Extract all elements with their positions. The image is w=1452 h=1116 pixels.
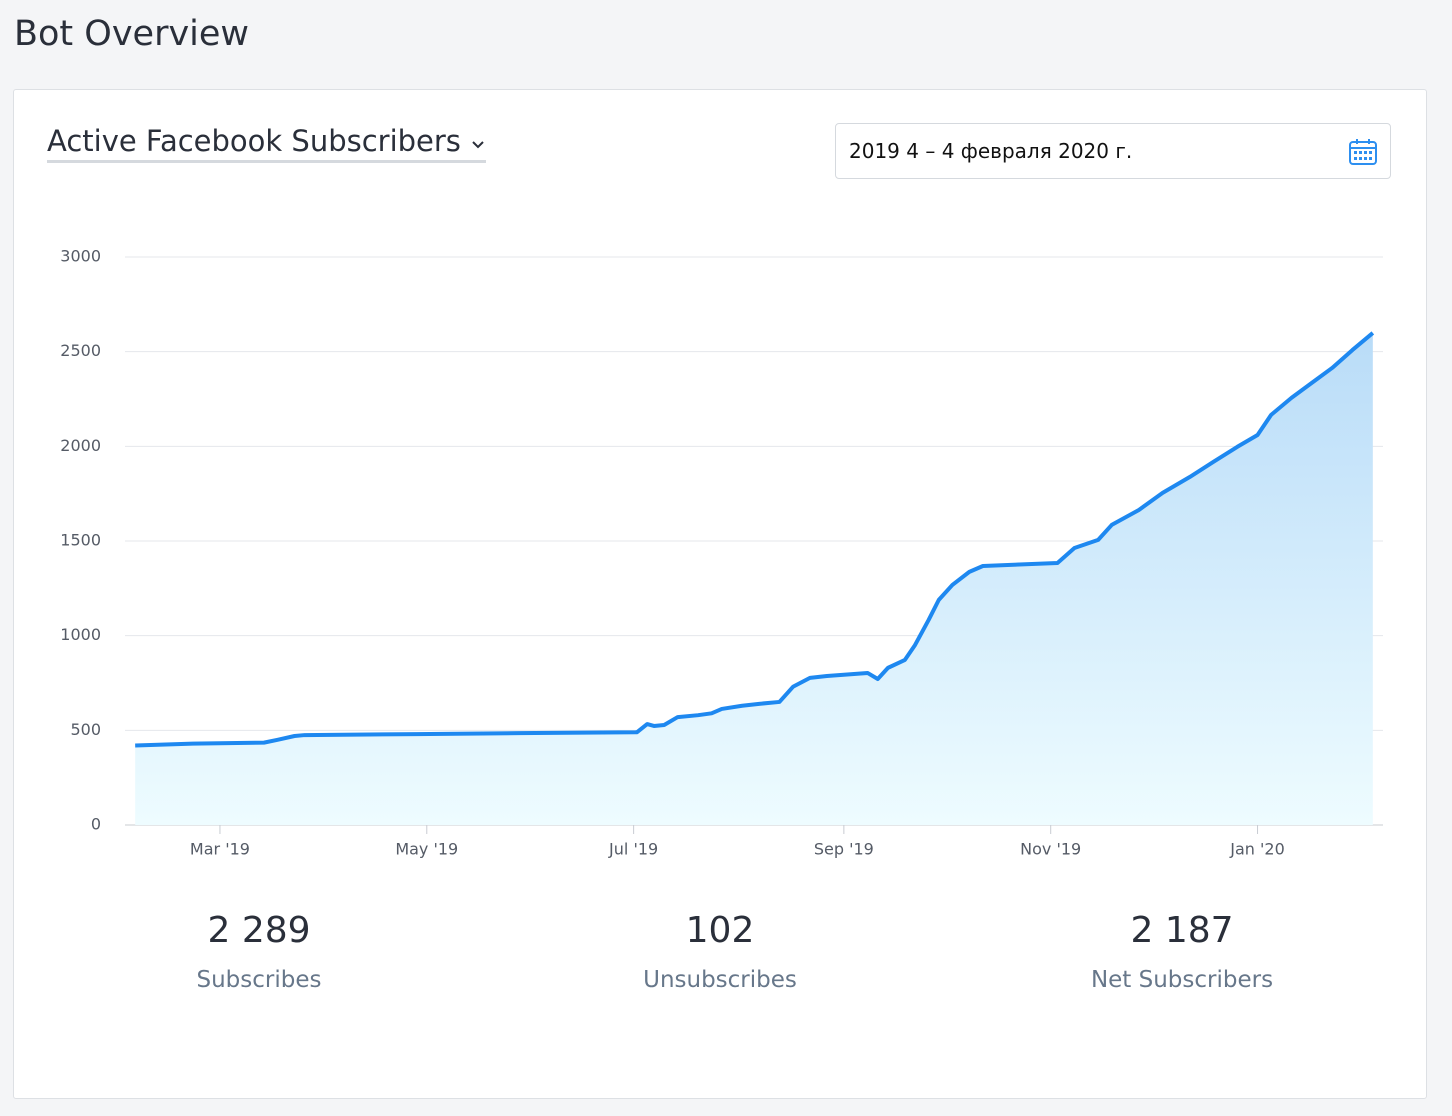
area [135,332,1373,825]
stat-label: Net Subscribers [1090,967,1274,993]
date-range-text: 2019 4 – 4 февраля 2020 г. [849,139,1133,163]
y-tick-label: 2000 [60,436,101,455]
x-tick-label: Mar '19 [190,840,250,859]
stat: 2 187 Net Subscribers [1032,910,1332,993]
metric-dropdown[interactable]: Active Facebook Subscribers [47,124,487,163]
y-tick-label: 0 [91,815,101,834]
chevron-icon [472,141,484,149]
stat-value: 102 [685,910,755,951]
x-tick-label: Sep '19 [814,840,874,859]
stat-value: 2 187 [1130,910,1234,951]
stat: 102 Unsubscribes [570,910,870,993]
y-tick-label: 500 [70,720,101,739]
x-tick-label: Jul '19 [608,840,658,859]
x-tick-label: Jan '20 [1229,840,1285,859]
dropdown-label: Active Facebook Subscribers [47,124,461,158]
calendar-icon [1349,139,1377,165]
stat: 2 289 Subscribes [109,910,409,993]
y-tick-label: 1500 [60,531,101,550]
y-tick-label: 1000 [60,625,101,644]
line [135,331,1375,748]
stat-value: 2 289 [207,910,311,951]
y-tick-label: 2500 [60,341,101,360]
date-range-input[interactable]: 2019 4 – 4 февраля 2020 г. [835,123,1391,179]
y-tick-label: 3000 [60,247,101,266]
x-tick-label: Nov '19 [1020,840,1081,859]
stat-label: Unsubscribes [643,967,797,993]
page-title: Bot Overview [14,14,250,54]
x-tick-label: May '19 [395,840,458,859]
stat-label: Subscribes [196,967,322,993]
